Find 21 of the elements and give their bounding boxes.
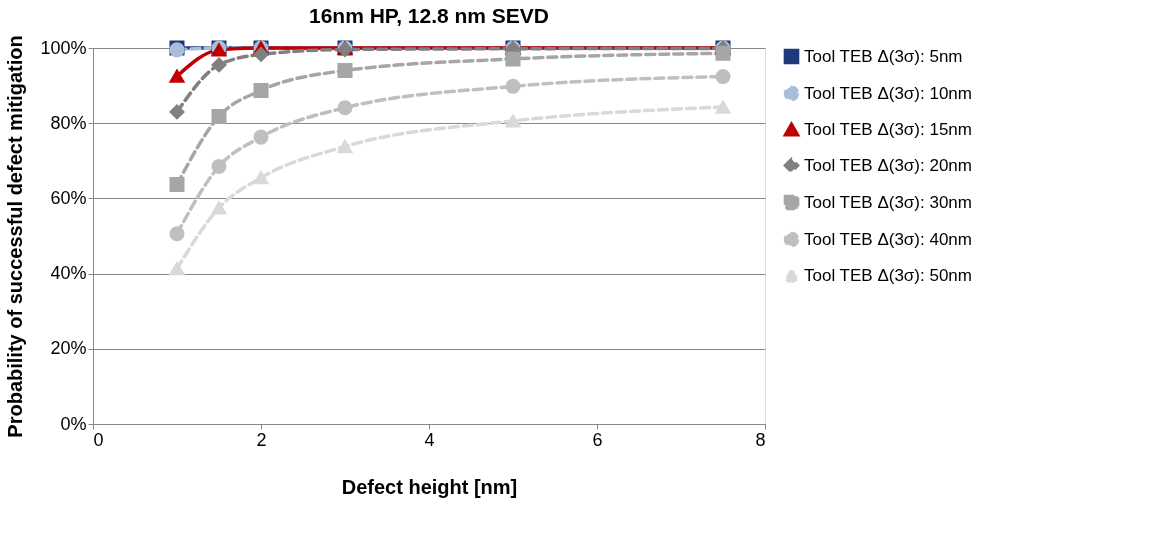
legend-label: Tool TEB Δ(3σ): 50nm: [804, 265, 972, 285]
x-tick-label: 6: [592, 429, 603, 450]
legend-label: Tool TEB Δ(3σ): 20nm: [804, 155, 972, 175]
y-tick-label: 0%: [60, 413, 87, 434]
legend-label: Tool TEB Δ(3σ): 30nm: [804, 192, 972, 212]
legend-label: Tool TEB Δ(3σ): 15nm: [804, 119, 972, 139]
legend-label: Tool TEB Δ(3σ): 40nm: [804, 229, 972, 249]
y-tick-label: 60%: [50, 187, 87, 208]
y-tick-label: 20%: [50, 338, 87, 359]
x-tick-label: 0: [93, 429, 104, 450]
y-axis-title: Probability of successful defect mitigation: [4, 35, 27, 438]
y-tick-label: 80%: [50, 112, 87, 133]
y-tick-label: 100%: [40, 37, 87, 58]
chart-title: 16nm HP, 12.8 nm SEVD: [308, 3, 550, 27]
legend-label: Tool TEB Δ(3σ): 10nm: [804, 83, 972, 103]
y-tick-label: 40%: [50, 263, 87, 284]
x-tick-label: 2: [256, 429, 267, 450]
x-tick-label: 8: [755, 429, 766, 450]
x-axis-title: Defect height [nm]: [341, 475, 518, 498]
legend-label: Tool TEB Δ(3σ): 5nm: [804, 46, 963, 66]
x-tick-label: 4: [424, 429, 435, 450]
